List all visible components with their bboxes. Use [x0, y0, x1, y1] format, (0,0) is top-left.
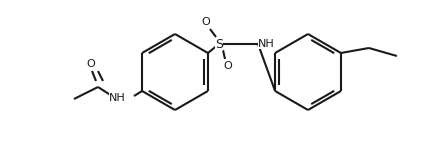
- Text: NH: NH: [109, 93, 126, 103]
- Text: NH: NH: [258, 39, 275, 49]
- Text: O: O: [86, 59, 95, 69]
- Text: O: O: [223, 61, 232, 71]
- Text: S: S: [215, 37, 223, 51]
- Text: O: O: [202, 17, 210, 27]
